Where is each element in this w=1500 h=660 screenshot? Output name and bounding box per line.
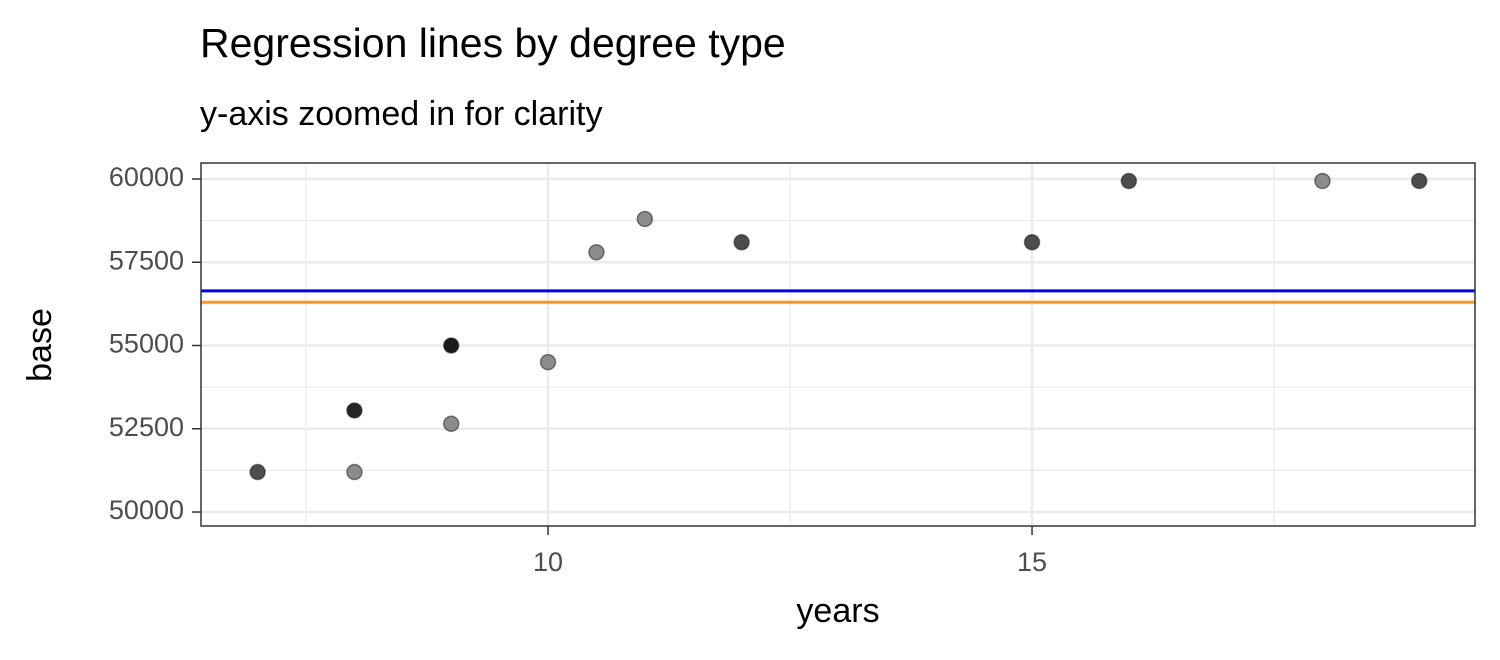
data-point bbox=[733, 234, 750, 251]
x-tick-label: 15 bbox=[1017, 547, 1047, 577]
x-tick-label: 10 bbox=[533, 547, 563, 577]
data-point bbox=[1120, 172, 1138, 190]
chart-subtitle: y-axis zoomed in for clarity bbox=[200, 95, 602, 133]
data-point bbox=[346, 463, 363, 481]
data-point bbox=[1314, 172, 1331, 190]
data-point bbox=[346, 402, 363, 419]
data-point bbox=[249, 463, 266, 481]
chart-title: Regression lines by degree type bbox=[200, 20, 786, 66]
data-point bbox=[1023, 234, 1041, 251]
x-axis-label: years bbox=[796, 592, 879, 630]
y-axis-label: base bbox=[21, 308, 59, 382]
y-tick-label: 60000 bbox=[109, 162, 184, 192]
data-point bbox=[539, 353, 557, 371]
panel-border bbox=[200, 162, 1476, 527]
data-point bbox=[442, 415, 460, 433]
data-point bbox=[588, 244, 605, 261]
y-tick-label: 57500 bbox=[109, 245, 184, 275]
data-point bbox=[1410, 172, 1428, 190]
y-tick-label: 52500 bbox=[109, 412, 184, 442]
data-point bbox=[636, 210, 654, 228]
y-tick-label: 55000 bbox=[109, 329, 184, 359]
y-tick-label: 50000 bbox=[109, 495, 184, 525]
data-point bbox=[442, 337, 460, 354]
